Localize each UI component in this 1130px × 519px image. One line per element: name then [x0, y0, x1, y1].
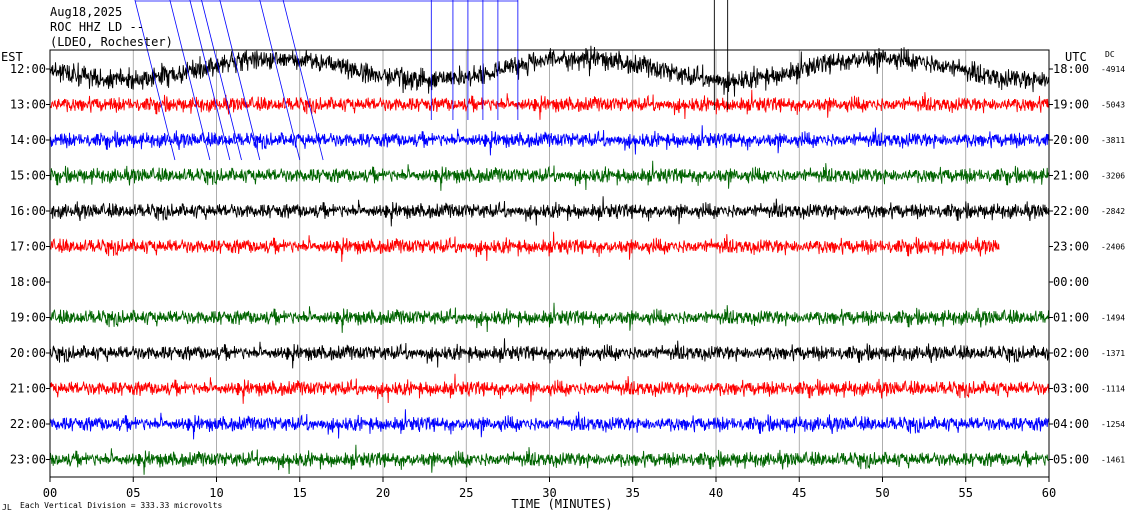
utc-hour-label: 04:00: [1053, 417, 1089, 431]
trace-black-1200: [49, 45, 1050, 97]
est-hour-label: 21:00: [10, 382, 46, 396]
x-tick-label: 15: [293, 486, 307, 500]
est-hour-label: 12:00: [10, 62, 46, 76]
header-station: ROC HHZ LD --: [50, 20, 144, 34]
est-hour-label: 22:00: [10, 417, 46, 431]
dc-value: -3811: [1101, 136, 1125, 145]
header-date: Aug18,2025: [50, 5, 122, 19]
plot-grid: [49, 50, 1050, 477]
est-hour-labels: 12:00 13:00 14:00 15:00 16:00 17:00 18:00 19:00…: [10, 62, 50, 467]
x-tick-label: 20: [376, 486, 390, 500]
spike-line: [189, 0, 231, 161]
dc-value: -2842: [1101, 207, 1125, 216]
corner-mark: JL: [2, 503, 12, 512]
x-tick-label: 05: [126, 486, 140, 500]
x-tick-label: 00: [43, 486, 57, 500]
right-zone-label: UTC: [1065, 50, 1087, 64]
header-network: (LDEO, Rochester): [50, 35, 173, 49]
dc-value: -2406: [1101, 243, 1125, 252]
x-axis-title: TIME (MINUTES): [511, 497, 612, 511]
dc-value: -1461: [1101, 456, 1125, 465]
utc-hour-label: 22:00: [1053, 204, 1089, 218]
est-hour-label: 20:00: [10, 346, 46, 360]
utc-hour-labels: 18:00 19:00 20:00 21:00 22:00 23:00 00:00 01:00…: [1049, 62, 1089, 467]
x-tick-label: 30: [542, 486, 556, 500]
x-tick-label: 60: [1042, 486, 1056, 500]
scale-note: Each Vertical Division = 333.33 microvol…: [20, 501, 222, 510]
x-tick-label: 25: [459, 486, 473, 500]
est-hour-label: 19:00: [10, 311, 46, 325]
utc-hour-label: 19:00: [1053, 98, 1089, 112]
est-hour-label: 16:00: [10, 204, 46, 218]
trace-black-1600: [49, 196, 1050, 227]
est-hour-label: 23:00: [10, 453, 46, 467]
utc-hour-label: 05:00: [1053, 453, 1089, 467]
trace-blue-1400: [49, 125, 1050, 156]
left-zone-label: EST: [1, 50, 23, 64]
dc-value: -1254: [1101, 420, 1125, 429]
dc-label: DC: [1105, 50, 1115, 59]
dc-value: -3206: [1101, 172, 1125, 181]
trace-red-1300: [49, 89, 1050, 120]
trace-green-2300: [49, 444, 1050, 475]
utc-hour-label: 00:00: [1053, 275, 1089, 289]
x-tick-label: 55: [959, 486, 973, 500]
x-tick-label: 35: [626, 486, 640, 500]
spike-line: [134, 0, 176, 161]
dc-value: -1371: [1101, 349, 1125, 358]
spike-line: [282, 0, 324, 161]
est-hour-label: 18:00: [10, 275, 46, 289]
trace-green-1500: [49, 160, 1050, 191]
x-tick-label: 45: [792, 486, 806, 500]
dc-value: -1494: [1101, 314, 1125, 323]
spike-line: [259, 0, 301, 161]
seismic-traces: [49, 45, 1050, 475]
spike-line: [169, 0, 211, 161]
est-hour-label: 14:00: [10, 133, 46, 147]
est-hour-label: 17:00: [10, 240, 46, 254]
utc-hour-label: 02:00: [1053, 346, 1089, 360]
x-tick-label: 10: [209, 486, 223, 500]
utc-hour-label: 03:00: [1053, 382, 1089, 396]
transient-spikes: [134, 0, 729, 161]
utc-hour-label: 18:00: [1053, 62, 1089, 76]
utc-hour-label: 23:00: [1053, 240, 1089, 254]
trace-blue-2200: [49, 409, 1050, 440]
est-hour-label: 13:00: [10, 98, 46, 112]
trace-red-2100: [49, 373, 1050, 404]
trace-green-1900: [49, 302, 1050, 333]
est-hour-label: 15:00: [10, 169, 46, 183]
spike-line: [219, 0, 261, 161]
dc-offset-values: -4914 -5043 -3811 -3206 -2842 -2406 -1494 -1371…: [1101, 65, 1125, 465]
trace-red-1700: [49, 231, 1000, 262]
x-tick-label: 40: [709, 486, 723, 500]
dc-value: -5043: [1101, 101, 1125, 110]
utc-hour-label: 01:00: [1053, 311, 1089, 325]
x-axis-ticks: 00 05 10 15 20 25 30 35 40 45 50 55 60: [43, 477, 1056, 500]
spike-line: [201, 0, 242, 161]
dc-value: -1114: [1101, 385, 1125, 394]
utc-hour-label: 21:00: [1053, 169, 1089, 183]
trace-black-2000: [49, 338, 1050, 369]
dc-value: -4914: [1101, 65, 1125, 74]
utc-hour-label: 20:00: [1053, 133, 1089, 147]
x-tick-label: 50: [875, 486, 889, 500]
